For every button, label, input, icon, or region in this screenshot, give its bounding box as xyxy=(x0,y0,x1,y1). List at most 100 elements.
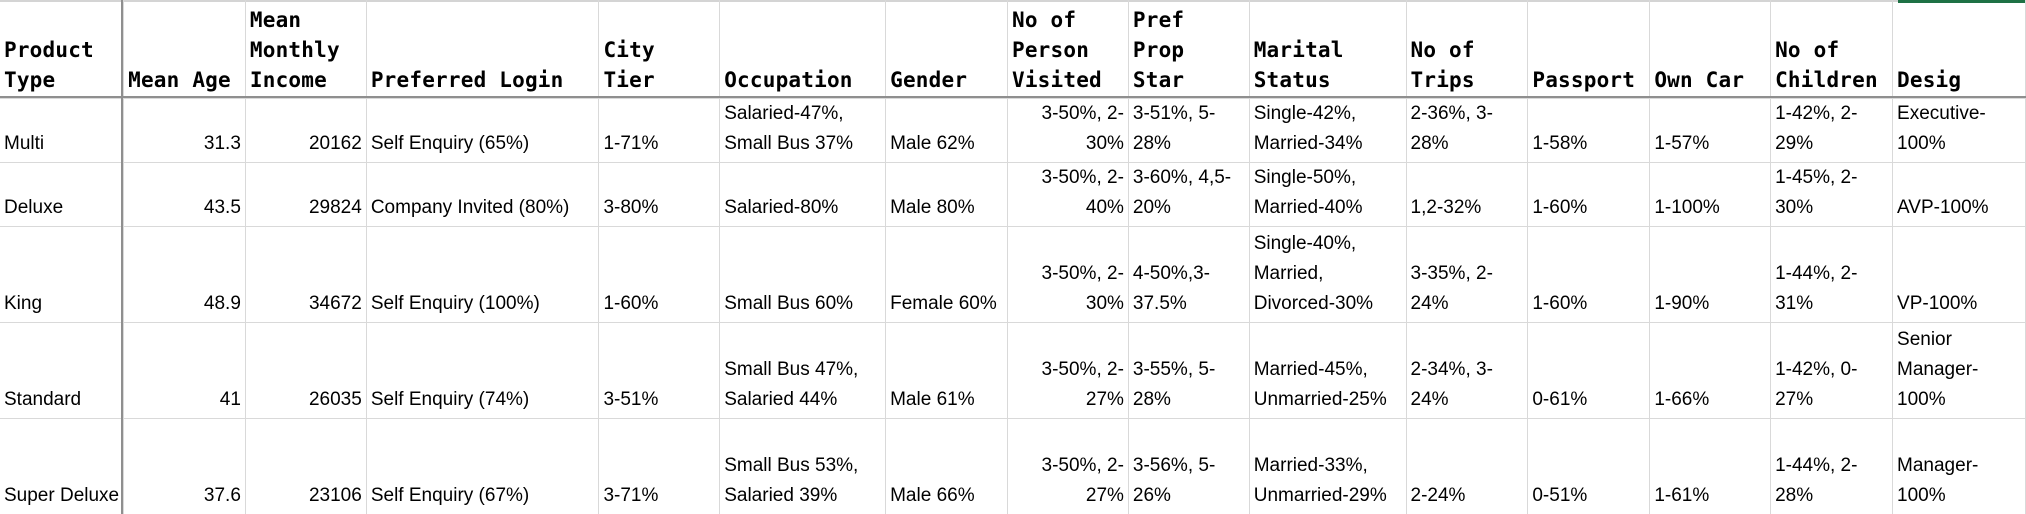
header-passport[interactable]: Passport xyxy=(1527,0,1651,99)
cell-pref-prop-star[interactable]: 3-56%, 5-26% xyxy=(1128,418,1250,514)
cell-product-type[interactable]: Multi xyxy=(0,98,125,163)
header-no-of-children[interactable]: No of Children xyxy=(1770,0,1894,99)
cell-passport[interactable]: 1-58% xyxy=(1527,98,1651,163)
header-mean-age[interactable]: Mean Age xyxy=(123,0,246,99)
cell-mean-monthly-income[interactable]: 23106 xyxy=(245,418,367,514)
cell-preferred-login[interactable]: Company Invited (80%) xyxy=(366,162,600,227)
cell-preferred-login[interactable]: Self Enquiry (65%) xyxy=(366,98,600,163)
cell-gender[interactable]: Male 61% xyxy=(885,322,1008,419)
cell-marital-status[interactable]: Married-33%, Unmarried-29% xyxy=(1249,418,1407,514)
header-own-car[interactable]: Own Car xyxy=(1649,0,1772,99)
cell-desig[interactable]: Manager-100% xyxy=(1892,418,2026,514)
cell-occupation[interactable]: Small Bus 60% xyxy=(719,226,887,323)
cell-own-car[interactable]: 1-90% xyxy=(1649,226,1772,323)
cell-pref-prop-star[interactable]: 4-50%,3-37.5% xyxy=(1128,226,1250,323)
cell-mean-age[interactable]: 48.9 xyxy=(123,226,246,323)
cell-preferred-login[interactable]: Self Enquiry (74%) xyxy=(366,322,600,419)
cell-no-of-person-visited[interactable]: 3-50%, 2-27% xyxy=(1007,322,1129,419)
cell-own-car[interactable]: 1-57% xyxy=(1649,98,1772,163)
header-preferred-login[interactable]: Preferred Login xyxy=(366,0,600,99)
cell-occupation[interactable]: Small Bus 47%, Salaried 44% xyxy=(719,322,887,419)
table-row: Standard 41 26035 Self Enquiry (74%) 3-5… xyxy=(0,322,2026,419)
cell-product-type[interactable]: Super Deluxe xyxy=(0,418,125,514)
cell-mean-monthly-income[interactable]: 26035 xyxy=(245,322,367,419)
cell-no-of-trips[interactable]: 2-36%, 3-28% xyxy=(1406,98,1529,163)
cell-preferred-login[interactable]: Self Enquiry (100%) xyxy=(366,226,600,323)
cell-gender[interactable]: Male 80% xyxy=(885,162,1008,227)
cell-city-tier[interactable]: 3-51% xyxy=(598,322,721,419)
header-product-type[interactable]: Product Type xyxy=(0,0,125,99)
header-desig[interactable]: Desig xyxy=(1892,0,2026,99)
cell-mean-monthly-income[interactable]: 20162 xyxy=(245,98,367,163)
cell-desig[interactable]: Executive-100% xyxy=(1892,98,2026,163)
cell-marital-status[interactable]: Single-40%, Married, Divorced-30% xyxy=(1249,226,1407,323)
cell-no-of-person-visited[interactable]: 3-50%, 2-30% xyxy=(1007,226,1129,323)
cell-no-of-children[interactable]: 1-42%, 0-27% xyxy=(1770,322,1894,419)
header-row: Product Type Mean Age Mean Monthly Incom… xyxy=(0,0,2026,99)
cell-gender[interactable]: Male 62% xyxy=(885,98,1008,163)
cell-marital-status[interactable]: Married-45%, Unmarried-25% xyxy=(1249,322,1407,419)
cell-pref-prop-star[interactable]: 3-55%, 5-28% xyxy=(1128,322,1250,419)
cell-product-type[interactable]: Deluxe xyxy=(0,162,125,227)
cell-gender[interactable]: Male 66% xyxy=(885,418,1008,514)
cell-product-type[interactable]: King xyxy=(0,226,125,323)
table-row: Multi 31.3 20162 Self Enquiry (65%) 1-71… xyxy=(0,98,2026,163)
cell-own-car[interactable]: 1-61% xyxy=(1649,418,1772,514)
cell-pref-prop-star[interactable]: 3-51%, 5-28% xyxy=(1128,98,1250,163)
cell-no-of-trips[interactable]: 3-35%, 2-24% xyxy=(1406,226,1529,323)
header-no-of-person-visited[interactable]: No of Person Visited xyxy=(1007,0,1129,99)
cell-passport[interactable]: 0-61% xyxy=(1527,322,1651,419)
cell-mean-monthly-income[interactable]: 34672 xyxy=(245,226,367,323)
header-city-tier[interactable]: City Tier xyxy=(598,0,721,99)
cell-desig[interactable]: AVP-100% xyxy=(1892,162,2026,227)
header-no-of-trips[interactable]: No of Trips xyxy=(1406,0,1529,99)
cell-no-of-children[interactable]: 1-42%, 2-29% xyxy=(1770,98,1894,163)
table-row: Deluxe 43.5 29824 Company Invited (80%) … xyxy=(0,162,2026,227)
cell-passport[interactable]: 1-60% xyxy=(1527,162,1651,227)
cell-mean-monthly-income[interactable]: 29824 xyxy=(245,162,367,227)
cell-marital-status[interactable]: Single-42%, Married-34% xyxy=(1249,98,1407,163)
cell-occupation[interactable]: Small Bus 53%, Salaried 39% xyxy=(719,418,887,514)
cell-city-tier[interactable]: 3-71% xyxy=(598,418,721,514)
cell-preferred-login[interactable]: Self Enquiry (67%) xyxy=(366,418,600,514)
cell-own-car[interactable]: 1-100% xyxy=(1649,162,1772,227)
cell-city-tier[interactable]: 3-80% xyxy=(598,162,721,227)
cell-no-of-trips[interactable]: 2-24% xyxy=(1406,418,1529,514)
cell-no-of-trips[interactable]: 1,2-32% xyxy=(1406,162,1529,227)
cell-mean-age[interactable]: 43.5 xyxy=(123,162,246,227)
table-row: Super Deluxe 37.6 23106 Self Enquiry (67… xyxy=(0,418,2026,514)
header-gender[interactable]: Gender xyxy=(885,0,1008,99)
cell-city-tier[interactable]: 1-71% xyxy=(598,98,721,163)
cell-mean-age[interactable]: 41 xyxy=(123,322,246,419)
cell-no-of-person-visited[interactable]: 3-50%, 2-27% xyxy=(1007,418,1129,514)
cell-pref-prop-star[interactable]: 3-60%, 4,5-20% xyxy=(1128,162,1250,227)
cell-marital-status[interactable]: Single-50%, Married-40% xyxy=(1249,162,1407,227)
cell-no-of-person-visited[interactable]: 3-50%, 2-30% xyxy=(1007,98,1129,163)
cell-no-of-children[interactable]: 1-45%, 2-30% xyxy=(1770,162,1894,227)
freeze-pane-vertical-divider xyxy=(121,0,123,514)
cell-no-of-children[interactable]: 1-44%, 2-28% xyxy=(1770,418,1894,514)
cell-product-type[interactable]: Standard xyxy=(0,322,125,419)
cell-city-tier[interactable]: 1-60% xyxy=(598,226,721,323)
cell-passport[interactable]: 0-51% xyxy=(1527,418,1651,514)
header-mean-monthly-income[interactable]: Mean Monthly Income xyxy=(245,0,367,99)
table-row: King 48.9 34672 Self Enquiry (100%) 1-60… xyxy=(0,226,2026,323)
cell-desig[interactable]: Senior Manager-100% xyxy=(1892,322,2026,419)
header-marital-status[interactable]: Marital Status xyxy=(1249,0,1407,99)
freeze-pane-horizontal-divider xyxy=(0,96,2026,98)
cell-mean-age[interactable]: 31.3 xyxy=(123,98,246,163)
cell-no-of-trips[interactable]: 2-34%, 3-24% xyxy=(1406,322,1529,419)
cell-no-of-person-visited[interactable]: 3-50%, 2-40% xyxy=(1007,162,1129,227)
header-pref-prop-star[interactable]: Pref Prop Star xyxy=(1128,0,1250,99)
cell-gender[interactable]: Female 60% xyxy=(885,226,1008,323)
cell-occupation[interactable]: Salaried-80% xyxy=(719,162,887,227)
cell-desig[interactable]: VP-100% xyxy=(1892,226,2026,323)
cell-mean-age[interactable]: 37.6 xyxy=(123,418,246,514)
cell-own-car[interactable]: 1-66% xyxy=(1649,322,1772,419)
cell-no-of-children[interactable]: 1-44%, 2-31% xyxy=(1770,226,1894,323)
cell-occupation[interactable]: Salaried-47%, Small Bus 37% xyxy=(719,98,887,163)
header-occupation[interactable]: Occupation xyxy=(719,0,887,99)
cell-passport[interactable]: 1-60% xyxy=(1527,226,1651,323)
